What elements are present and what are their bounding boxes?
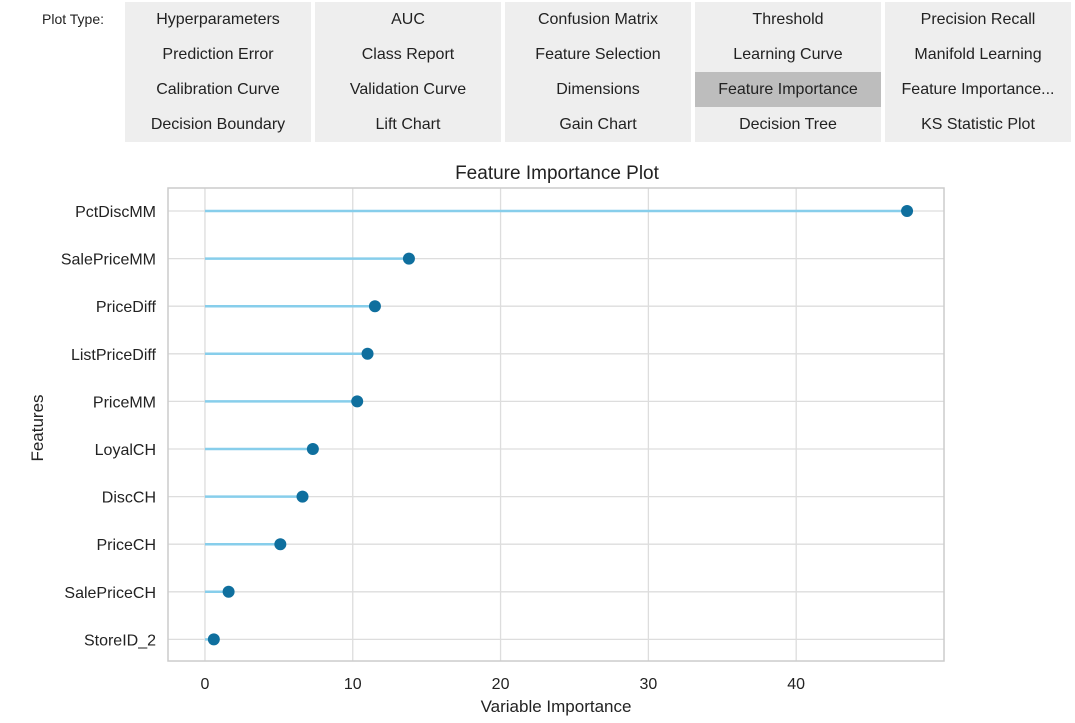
plot-type-button-precision-recall[interactable]: Precision Recall [885, 2, 1071, 37]
plot-type-button-class-report[interactable]: Class Report [315, 37, 501, 72]
plot-type-button-threshold[interactable]: Threshold [695, 2, 881, 37]
plot-type-button-dimensions[interactable]: Dimensions [505, 72, 691, 107]
y-tick-label: StoreID_2 [84, 632, 156, 649]
y-tick-label: PriceDiff [96, 299, 157, 316]
plot-type-button-ks-statistic-plot[interactable]: KS Statistic Plot [885, 107, 1071, 142]
y-tick-label: PriceMM [93, 394, 156, 411]
data-point [402, 252, 415, 265]
plot-type-button-feature-selection[interactable]: Feature Selection [505, 37, 691, 72]
data-point [207, 633, 220, 646]
plot-type-button-prediction-error[interactable]: Prediction Error [125, 37, 311, 72]
data-point [306, 443, 319, 455]
plot-type-button-calibration-curve[interactable]: Calibration Curve [125, 72, 311, 107]
x-tick-label: 20 [492, 676, 510, 693]
data-point [361, 347, 374, 360]
data-point [351, 395, 364, 408]
x-axis-label: Variable Importance [481, 697, 632, 716]
plot-type-button-learning-curve[interactable]: Learning Curve [695, 37, 881, 72]
plot-type-button-validation-curve[interactable]: Validation Curve [315, 72, 501, 107]
x-tick-label: 10 [344, 676, 362, 693]
plot-type-label: Plot Type: [42, 11, 105, 27]
markers [207, 205, 914, 646]
plot-type-button-lift-chart[interactable]: Lift Chart [315, 107, 501, 142]
plot-type-button-confusion-matrix[interactable]: Confusion Matrix [505, 2, 691, 37]
plot-type-button-decision-tree[interactable]: Decision Tree [695, 107, 881, 142]
feature-importance-chart: Feature Importance Plot PctDiscMM SalePri… [28, 163, 945, 716]
x-tick-label: 40 [787, 676, 805, 693]
x-tick-label: 0 [200, 676, 209, 693]
y-tick-label: ListPriceDiff [71, 347, 157, 364]
plot-frame [168, 188, 944, 661]
stems [204, 209, 908, 641]
plot-type-button-hyperparameters[interactable]: Hyperparameters [125, 2, 311, 37]
data-point [274, 538, 287, 551]
plot-type-button-manifold-learning[interactable]: Manifold Learning [885, 37, 1071, 72]
x-tick-labels: 0 10 20 30 40 [200, 676, 805, 693]
data-point [901, 205, 914, 217]
y-tick-label: DiscCH [102, 490, 156, 507]
data-point [368, 300, 381, 313]
data-point [222, 585, 235, 598]
y-tick-label: LoyalCH [95, 442, 156, 459]
y-tick-label: PriceCH [96, 537, 156, 554]
plot-type-button-auc[interactable]: AUC [315, 2, 501, 37]
y-axis-label: Features [28, 394, 47, 461]
plot-type-button-feature-importance[interactable]: Feature Importance... [885, 72, 1071, 107]
plot-type-button-decision-boundary[interactable]: Decision Boundary [125, 107, 311, 142]
y-tick-labels: PctDiscMM SalePriceMM PriceDiff ListPriceDi… [61, 204, 157, 649]
plot-border [167, 187, 945, 662]
plot-type-button-feature-importance[interactable]: Feature Importance [695, 72, 881, 107]
plot-type-button-gain-chart[interactable]: Gain Chart [505, 107, 691, 142]
chart-title: Feature Importance Plot [455, 163, 660, 184]
data-point [296, 490, 309, 503]
y-tick-label: SalePriceCH [64, 585, 156, 602]
y-tick-label: PctDiscMM [75, 204, 156, 221]
plot-type-button-grid: Hyperparameters AUC Confusion Matrix Thresh… [125, 2, 1071, 142]
y-tick-label: SalePriceMM [61, 252, 156, 269]
x-tick-label: 30 [639, 676, 657, 693]
